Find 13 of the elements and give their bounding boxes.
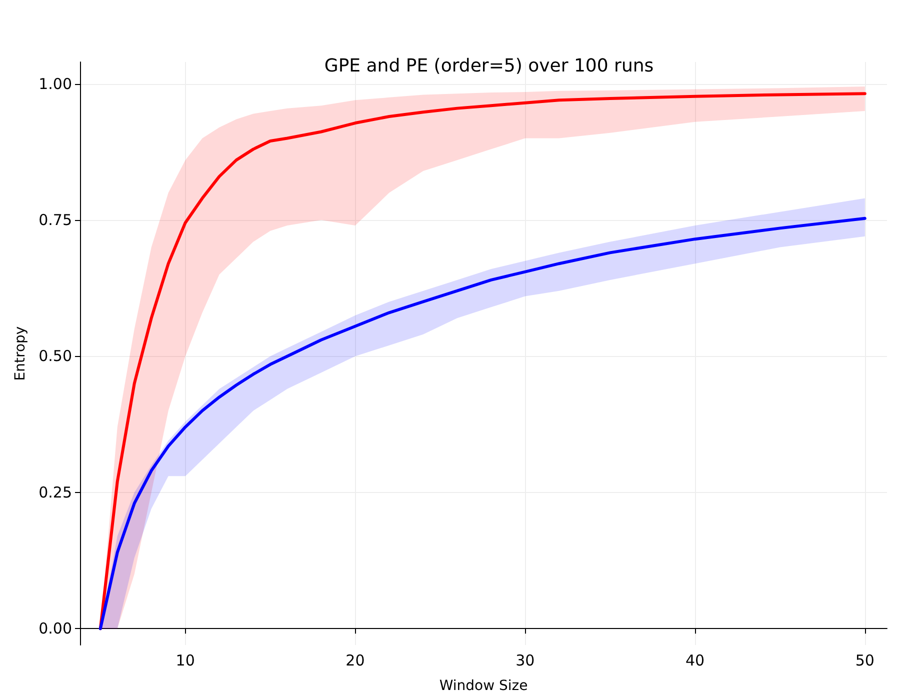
x-tick-label: 30 (516, 652, 535, 670)
chart-title: GPE and PE (order=5) over 100 runs (324, 56, 654, 76)
y-tick-label: 0.25 (38, 483, 72, 502)
x-tick-label: 20 (346, 652, 365, 670)
x-tick-label: 10 (176, 652, 195, 670)
x-axis-title: Window Size (439, 678, 528, 694)
y-tick-label: 0.75 (38, 211, 72, 230)
x-tick-label: 40 (685, 652, 705, 670)
y-axis-title: Entropy (12, 326, 29, 381)
y-tick-label: 1.00 (38, 74, 72, 93)
y-tick-label: 0.50 (38, 347, 72, 366)
x-tick-label: 50 (855, 652, 874, 670)
y-tick-label: 0.00 (38, 620, 72, 638)
